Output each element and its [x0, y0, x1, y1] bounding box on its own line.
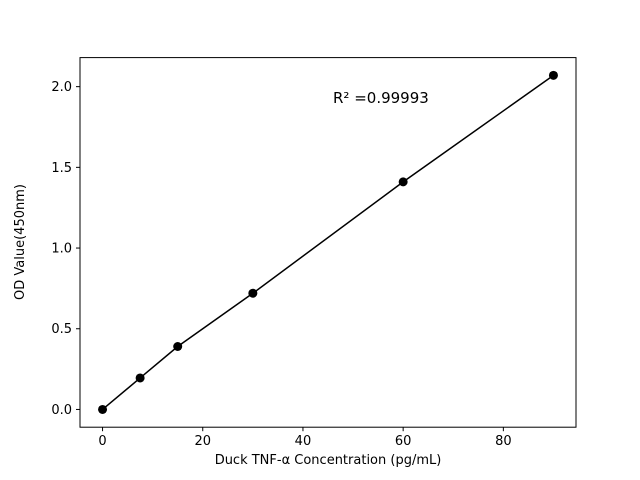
x-tick-label: 20 [194, 434, 211, 449]
y-tick-label: 1.0 [51, 242, 72, 257]
y-tick-label: 0.5 [51, 322, 72, 337]
x-tick-label: 60 [395, 434, 412, 449]
y-tick-label: 0.0 [51, 403, 72, 418]
y-tick-label: 1.5 [51, 161, 72, 176]
plot-frame [79, 57, 577, 428]
data-point [135, 373, 145, 383]
r-squared-annotation: R² =0.99993 [333, 89, 429, 107]
data-point [398, 177, 408, 187]
x-axis-label: Duck TNF-α Concentration (pg/mL) [215, 453, 442, 468]
y-axis-label: OD Value(450nm) [13, 184, 28, 300]
data-point [98, 404, 108, 414]
curve-line [102, 74, 554, 411]
x-tick-label: 40 [295, 434, 312, 449]
data-point [173, 342, 183, 352]
x-tick-label: 0 [98, 434, 106, 449]
x-tick-label: 80 [495, 434, 512, 449]
data-point [248, 288, 258, 298]
y-tick-label: 2.0 [51, 80, 72, 95]
data-point [548, 70, 558, 80]
